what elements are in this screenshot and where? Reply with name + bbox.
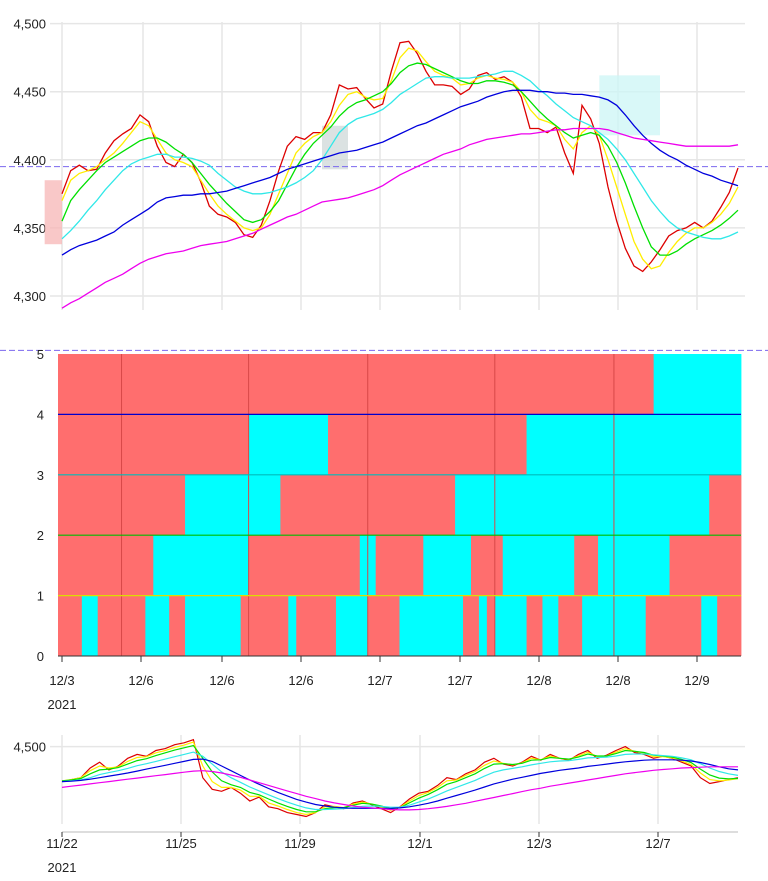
band-segment xyxy=(185,595,242,656)
trend-band-panel[interactable]: 0 1 2 3 4 5 12/3 12/6 12/6 12/6 12/7 12/7 12/8 12/8 12… xyxy=(37,347,742,712)
price-chart-panel[interactable]: 4,300 4,350 4,400 4,450 4,500 xyxy=(0,17,768,351)
series-line xyxy=(61,744,739,813)
band-segment xyxy=(185,474,281,536)
x-tick-label: 12/3 xyxy=(526,836,551,851)
y-tick-label: 4,500 xyxy=(13,17,46,32)
series-line xyxy=(61,766,738,811)
y-tick-label: 4,350 xyxy=(13,221,46,236)
band-segment xyxy=(478,595,488,656)
x-tick-label: 12/8 xyxy=(526,673,551,688)
band-segment xyxy=(423,535,472,596)
x-tick-label: 11/22 xyxy=(46,836,78,851)
band-segment xyxy=(558,595,583,656)
overview-chart-panel[interactable]: 4,500 11/22 11/25 11/29 12/1 12/3 12/7 2021 xyxy=(13,735,745,875)
band-segment xyxy=(169,595,186,656)
x-tick-label: 12/7 xyxy=(447,673,472,688)
annotation-box xyxy=(599,75,660,136)
band-segment xyxy=(502,535,575,596)
y-tick-label: 2 xyxy=(37,528,44,543)
x-tick-label: 12/6 xyxy=(288,673,313,688)
band-segment xyxy=(463,595,480,656)
x-tick-label: 11/29 xyxy=(284,836,316,851)
band-segment xyxy=(486,595,496,656)
band-segment xyxy=(494,595,527,656)
series-line xyxy=(61,62,739,256)
band-segment xyxy=(709,474,742,536)
band-segment xyxy=(526,595,543,656)
band-segment xyxy=(288,595,297,656)
y-tick-label: 4,400 xyxy=(13,153,46,168)
band-segment xyxy=(328,414,527,475)
band-segment xyxy=(58,414,250,475)
series-line xyxy=(61,751,739,811)
band-segment xyxy=(335,595,369,656)
band-segment xyxy=(455,474,710,536)
band-segment xyxy=(598,535,670,596)
x-tick-label: 12/7 xyxy=(367,673,392,688)
y-tick-label: 4,450 xyxy=(13,85,46,100)
band-segment xyxy=(526,414,742,475)
band-segment xyxy=(375,535,424,596)
y-tick-label: 0 xyxy=(37,649,44,664)
band-segment xyxy=(248,535,361,596)
band-segment xyxy=(470,535,504,596)
x-tick-label: 12/8 xyxy=(605,673,630,688)
band-segment xyxy=(248,414,329,475)
x-tick-label: 11/25 xyxy=(165,836,197,851)
x-tick-label: 12/3 xyxy=(49,673,74,688)
y-tick-label: 4,500 xyxy=(13,740,46,755)
band-segment xyxy=(542,595,559,656)
y-tick-label: 5 xyxy=(37,347,44,362)
x-tick-label: 12/1 xyxy=(407,836,432,851)
band-segment xyxy=(645,595,702,656)
series-line xyxy=(61,47,739,270)
band-segment xyxy=(296,595,337,656)
series-line xyxy=(61,70,739,240)
band-segment xyxy=(701,595,718,656)
year-label: 2021 xyxy=(48,697,77,712)
band-segment xyxy=(248,595,289,656)
annotation-box xyxy=(322,125,348,170)
x-tick-label: 12/6 xyxy=(128,673,153,688)
x-tick-label: 12/6 xyxy=(209,673,234,688)
band-segment xyxy=(240,595,250,656)
x-tick-label: 12/9 xyxy=(684,673,709,688)
y-tick-label: 4,300 xyxy=(13,289,46,304)
band-segment xyxy=(653,354,742,415)
series-line xyxy=(61,127,739,309)
band-segment xyxy=(58,535,154,596)
band-segment xyxy=(717,595,742,656)
y-tick-label: 1 xyxy=(37,589,44,604)
year-label: 2021 xyxy=(48,860,77,875)
series-line xyxy=(61,89,739,256)
band-segment xyxy=(58,354,655,415)
band-segment xyxy=(399,595,464,656)
band-segment xyxy=(574,535,599,596)
annotation-box xyxy=(44,180,62,245)
band-segment xyxy=(669,535,742,596)
band-segment xyxy=(145,595,170,656)
band-segment xyxy=(153,535,250,596)
band-segment xyxy=(367,595,400,656)
series-line xyxy=(61,758,739,809)
series-line xyxy=(61,40,739,273)
y-tick-label: 3 xyxy=(37,468,44,483)
x-tick-label: 12/7 xyxy=(645,836,670,851)
band-segment xyxy=(58,595,83,656)
y-tick-label: 4 xyxy=(37,407,44,422)
band-segment xyxy=(81,595,99,656)
